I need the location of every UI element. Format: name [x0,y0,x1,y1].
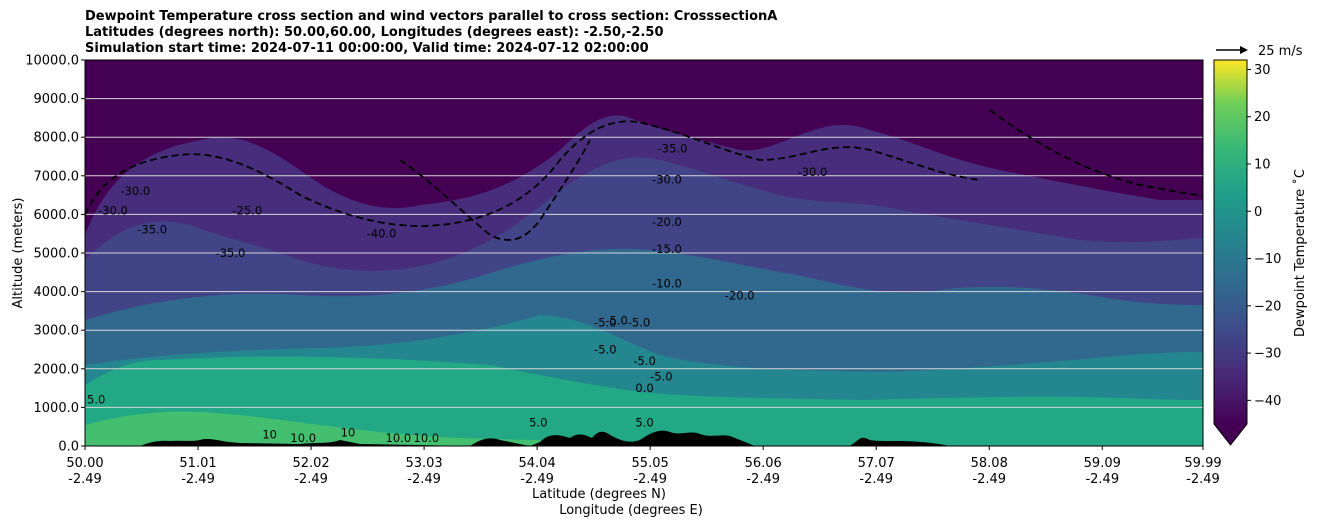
colorbar-tick-label-5: −20 [1254,299,1281,314]
contour-label-23: 10 [262,427,277,441]
y-tick-label-8: 8000.0 [34,131,80,146]
x-tick-label-lat-4: 54.04 [519,456,556,471]
contour-label-19: -30.0 [798,165,828,179]
y-axis-label: Altitude (meters) [11,198,26,309]
colorbar-gradient [1214,60,1247,424]
y-tick-label-3: 3000.0 [34,324,80,339]
contour-label-25: 10 [341,425,356,439]
y-tick-label-6: 6000.0 [34,208,80,223]
x-tick-label-lat-5: 55.05 [632,456,669,471]
contour-label-11: -5.0 [594,315,616,329]
contour-label-24: 10.0 [290,431,316,445]
x-tick-label-lat-3: 53.03 [405,456,442,471]
colorbar-tick-label-2: 10 [1254,158,1271,173]
x-tick-label-lon-5: -2.49 [633,472,667,487]
x-tick-label-lon-4: -2.49 [520,472,554,487]
contour-label-4: -35.0 [216,246,246,260]
contour-label-10: -10.0 [652,277,682,291]
colorbar: 30 20 10 0 −10 −20 −30 −40 Dewpoint Temperature… [1213,59,1308,446]
contour-minus-40 [399,139,591,241]
terrain-profile [85,430,1203,446]
contour-label-18: -20.0 [725,288,755,302]
contour-label-9: -15.0 [652,242,682,256]
x-tick-label-lat-9: 59.09 [1084,456,1121,471]
contour-label-0: -30.0 [98,203,128,217]
x-tick-label-lat-2: 52.02 [292,456,329,471]
x-tick-label-lat-6: 56.06 [745,456,782,471]
horizontal-grid [85,98,1203,408]
colorbar-tick-label-4: −10 [1254,252,1281,267]
contour-label-1: -30.0 [120,184,150,198]
contour-label-5: -40.0 [367,227,397,241]
contour-label-6: -35.0 [658,142,688,156]
contour-label-12: -5.0 [605,313,627,327]
x-tick-label-lat-1: 51.01 [179,456,216,471]
x-ticks: 50.00-2.4951.01-2.4952.02-2.4953.03-2.49… [66,446,1222,487]
fill-band-0 [85,356,1203,446]
y-ticks: 0.0 1000.0 2000.0 3000.0 4000.0 5000.0 6000.0 7… [25,54,85,455]
contour-minus-35 [85,109,1203,227]
x-tick-label-lon-10: -2.49 [1186,472,1220,487]
contour-label-15: -5.0 [633,354,655,368]
chart-title-line-1: Dewpoint Temperature cross section and w… [85,9,778,24]
colorbar-tick-label-0: 30 [1254,63,1271,78]
x-tick-label-lon-2: -2.49 [294,472,328,487]
contour-label-14: -5.0 [594,342,616,356]
x-tick-label-lon-3: -2.49 [407,472,441,487]
quiver-key: 25 m/s [1216,44,1303,59]
y-tick-label-5: 5000.0 [34,247,80,262]
colorbar-extend-min [1214,424,1247,445]
x-tick-label-lat-0: 50.00 [66,456,103,471]
y-tick-label-1: 1000.0 [34,401,80,416]
x-tick-label-lat-7: 57.07 [858,456,895,471]
y-tick-label-0: 0.0 [58,440,79,455]
x-tick-label-lon-7: -2.49 [859,472,893,487]
contour-label-8: -20.0 [652,215,682,229]
contour-lines [85,109,1203,241]
contour-labels: -30.0 -30.0 -35.0 -25.0 -35.0 -40.0 -35.0 -30.0… [87,142,827,446]
y-tick-label-10: 10000.0 [25,54,79,69]
chart-title-line-2: Latitudes (degrees north): 50.00,60.00, … [85,25,664,40]
contour-label-3: -25.0 [232,203,262,217]
contour-label-13: -5.0 [628,315,650,329]
colorbar-tick-label-3: 0 [1254,205,1262,220]
colorbar-tick-label-7: −40 [1254,394,1281,409]
contour-label-21: 5.0 [529,416,547,430]
contour-label-26: 10.0 [386,431,412,445]
y-tick-label-9: 9000.0 [34,92,80,107]
x-tick-label-lon-1: -2.49 [181,472,215,487]
chart-title-line-3: Simulation start time: 2024-07-11 00:00:… [85,41,649,56]
quiver-key-label: 25 m/s [1258,44,1303,59]
colorbar-outline [1213,59,1248,446]
x-tick-label-lon-0: -2.49 [68,472,102,487]
contour-label-7: -30.0 [652,173,682,187]
fill-band-10 [85,411,600,446]
contour-label-2: -35.0 [137,223,167,237]
colorbar-tick-label-1: 20 [1254,110,1271,125]
colorbar-ticks: 30 20 10 0 −10 −20 −30 −40 [1247,63,1281,409]
colorbar-tick-label-6: −30 [1254,347,1281,362]
contour-label-16: -5.0 [650,369,672,383]
y-tick-label-7: 7000.0 [34,169,80,184]
y-tick-label-2: 2000.0 [34,362,80,377]
x-axis-label-longitude: Longitude (degrees E) [559,503,703,518]
x-tick-label-lat-8: 58.08 [971,456,1008,471]
x-tick-label-lon-8: -2.49 [972,472,1006,487]
x-tick-label-lon-9: -2.49 [1085,472,1119,487]
contour-label-27: 10.0 [414,431,440,445]
x-axis-label-latitude: Latitude (degrees N) [532,487,666,502]
colorbar-label: Dewpoint Temperature ˚C [1292,169,1308,337]
quiver-key-arrow-head [1240,46,1248,54]
x-tick-label-lon-6: -2.49 [746,472,780,487]
x-tick-label-lat-10: 59.99 [1184,456,1221,471]
contour-label-20: 5.0 [87,393,105,407]
contour-label-17: 0.0 [635,381,653,395]
chart-axes: 0.0 1000.0 2000.0 3000.0 4000.0 5000.0 6000.0 7… [11,54,1222,519]
y-tick-label-4: 4000.0 [34,285,80,300]
contour-label-22: 5.0 [635,416,653,430]
plot-area [85,60,1203,446]
